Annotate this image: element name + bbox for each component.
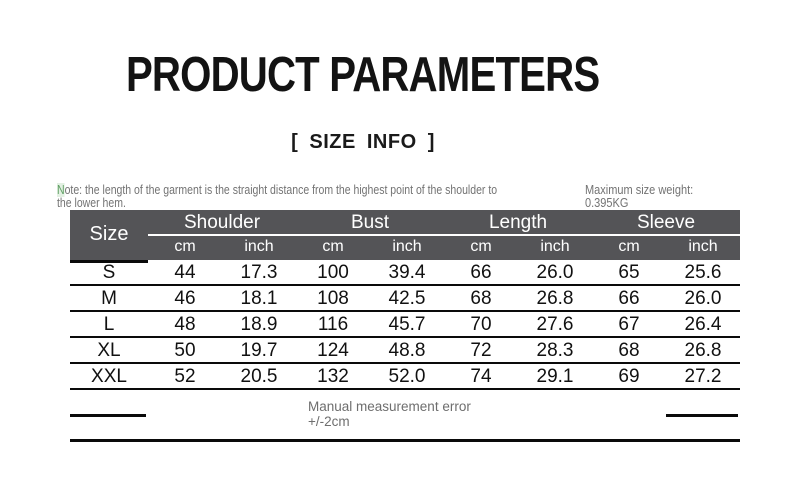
col-group-length: Length — [444, 210, 592, 236]
size-table: Size Shoulder Bust Length Sleeve cm inch… — [70, 210, 740, 448]
unit-header-shoulder-cm: cm — [174, 238, 196, 255]
cell: 48 — [174, 314, 196, 335]
table-row-xxl: XXL 52 20.5 132 52.0 74 29.1 69 27.2 — [70, 364, 740, 390]
cell: 44 — [174, 262, 196, 283]
cell: 29.1 — [536, 366, 574, 387]
size-info-heading: [ SIZE INFO ] — [291, 131, 435, 153]
size-label: S — [102, 262, 116, 283]
cell: 68 — [618, 340, 640, 361]
cell: 100 — [317, 262, 349, 283]
cell: 66 — [618, 288, 640, 309]
cell: 25.6 — [684, 262, 722, 283]
cell: 27.6 — [536, 314, 574, 335]
cell: 65 — [618, 262, 640, 283]
col-group-bust: Bust — [296, 210, 444, 236]
cell: 26.8 — [536, 288, 574, 309]
cell: 19.7 — [240, 340, 278, 361]
measurement-error-line1: Manual measurement error — [308, 399, 471, 414]
size-label: L — [103, 314, 115, 335]
cell: 67 — [618, 314, 640, 335]
measurement-note: Note: the length of the garment is the s… — [57, 183, 527, 210]
cell: 39.4 — [388, 262, 426, 283]
corner-header-size: Size — [89, 223, 129, 245]
cell: 50 — [174, 340, 196, 361]
cell: 26.8 — [684, 340, 722, 361]
measurement-error-note: Manual measurement error +/-2cm — [308, 399, 471, 429]
table-bottom-rule — [70, 439, 740, 442]
cell: 72 — [470, 340, 492, 361]
cell: 28.3 — [536, 340, 574, 361]
col-group-shoulder: Shoulder — [148, 210, 296, 236]
cell: 74 — [470, 366, 492, 387]
max-weight-value: 0.395KG — [585, 196, 629, 210]
cell: 69 — [618, 366, 640, 387]
size-label: M — [101, 288, 117, 309]
cell: 68 — [470, 288, 492, 309]
cell: 45.7 — [388, 314, 426, 335]
cell: 17.3 — [240, 262, 278, 283]
cell: 52.0 — [388, 366, 426, 387]
measurement-error-line2: +/-2cm — [308, 414, 350, 429]
note-line1-text: ote: the length of the garment is the st… — [64, 183, 498, 197]
cell: 26.0 — [536, 262, 574, 283]
cell: 46 — [174, 288, 196, 309]
table-row-l: L 48 18.9 116 45.7 70 27.6 67 26.4 — [70, 312, 740, 338]
unit-header-bust-inch: inch — [392, 238, 422, 255]
unit-header-sleeve-inch: inch — [688, 238, 718, 255]
table-footer: Manual measurement error +/-2cm — [70, 390, 740, 448]
unit-header-shoulder-inch: inch — [244, 238, 274, 255]
table-row-m: M 46 18.1 108 42.5 68 26.8 66 26.0 — [70, 286, 740, 312]
table-row-s: S 44 17.3 100 39.4 66 26.0 65 25.6 — [70, 260, 740, 286]
footer-left-rule — [70, 414, 146, 417]
size-info-heading-wrap: [ SIZE INFO ] — [0, 131, 726, 154]
cell: 26.0 — [684, 288, 722, 309]
unit-header-length-cm: cm — [470, 238, 492, 255]
measurement-note-line2: the lower hem. — [57, 196, 126, 210]
footer-right-rule — [666, 414, 738, 417]
cell: 70 — [470, 314, 492, 335]
cell: 20.5 — [240, 366, 278, 387]
max-weight-note: Maximum size weight: 0.395KG — [585, 184, 752, 210]
cell: 116 — [317, 314, 349, 335]
cell: 26.4 — [684, 314, 722, 335]
measurement-note-line1: Note: the length of the garment is the s… — [57, 183, 527, 197]
note-green-initial: N — [57, 183, 65, 197]
unit-header-length-inch: inch — [540, 238, 570, 255]
cell: 18.1 — [240, 288, 278, 309]
col-group-sleeve: Sleeve — [592, 210, 740, 236]
size-column-underline — [70, 260, 148, 263]
cell: 66 — [470, 262, 492, 283]
cell: 52 — [174, 366, 196, 387]
cell: 18.9 — [240, 314, 278, 335]
cell: 27.2 — [684, 366, 722, 387]
max-weight-label: Maximum size weight: — [585, 183, 694, 197]
unit-header-bust-cm: cm — [322, 238, 344, 255]
page-title: PRODUCT PARAMETERS — [126, 48, 600, 102]
cell: 48.8 — [388, 340, 426, 361]
cell: 42.5 — [388, 288, 426, 309]
page-title-wrap: PRODUCT PARAMETERS — [0, 48, 726, 102]
size-label: XL — [97, 340, 121, 361]
cell: 132 — [317, 366, 349, 387]
cell: 124 — [317, 340, 349, 361]
unit-header-sleeve-cm: cm — [618, 238, 640, 255]
table-row-xl: XL 50 19.7 124 48.8 72 28.3 68 26.8 — [70, 338, 740, 364]
size-table-header: Size Shoulder Bust Length Sleeve cm inch… — [70, 210, 740, 260]
size-label: XXL — [91, 366, 127, 387]
cell: 108 — [317, 288, 349, 309]
